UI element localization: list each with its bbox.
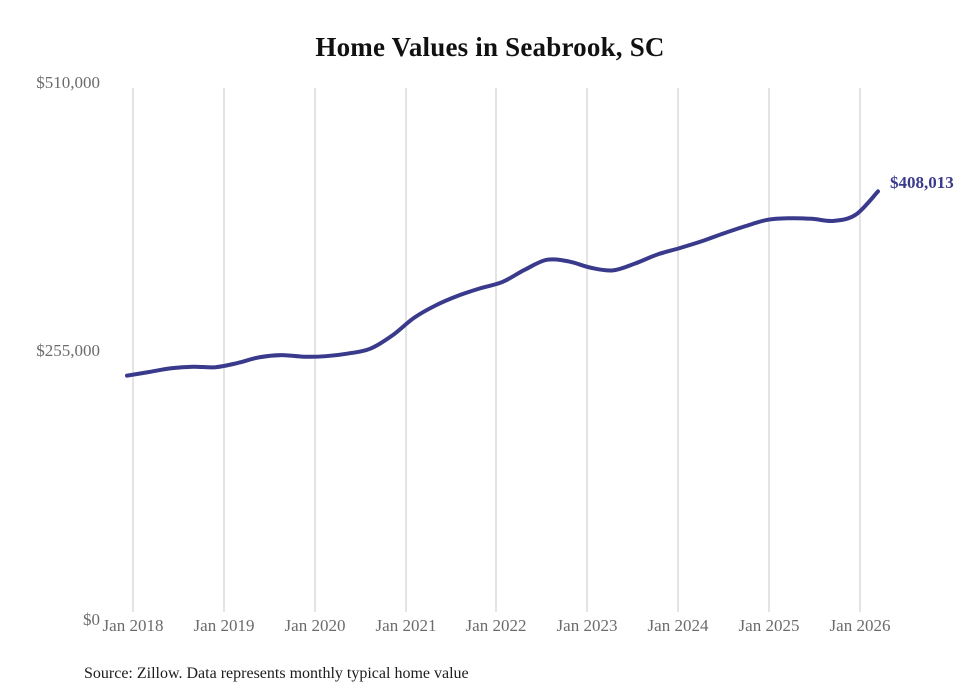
chart-title: Home Values in Seabrook, SC — [315, 32, 665, 62]
source-footnote: Source: Zillow. Data represents monthly … — [84, 665, 469, 682]
x-axis-tick-label: Jan 2018 — [102, 616, 164, 635]
y-axis-tick-label: $255,000 — [36, 341, 100, 360]
x-axis-tick-label: Jan 2019 — [193, 616, 255, 635]
x-axis-tick-label: Jan 2023 — [556, 616, 618, 635]
x-axis-tick-label: Jan 2026 — [829, 616, 891, 635]
x-axis-tick-label: Jan 2021 — [375, 616, 437, 635]
data-series-line — [125, 189, 880, 378]
x-gridlines — [132, 88, 861, 612]
x-axis-tick-label: Jan 2022 — [465, 616, 527, 635]
x-axis-tick-label: Jan 2025 — [738, 616, 800, 635]
x-axis-tick-label: Jan 2024 — [647, 616, 709, 635]
y-axis-tick-label: $510,000 — [36, 73, 100, 92]
y-axis-tick-label: $0 — [83, 610, 100, 629]
x-axis-tick-label: Jan 2020 — [284, 616, 346, 635]
endpoint-value-label: $408,013 — [890, 173, 954, 192]
